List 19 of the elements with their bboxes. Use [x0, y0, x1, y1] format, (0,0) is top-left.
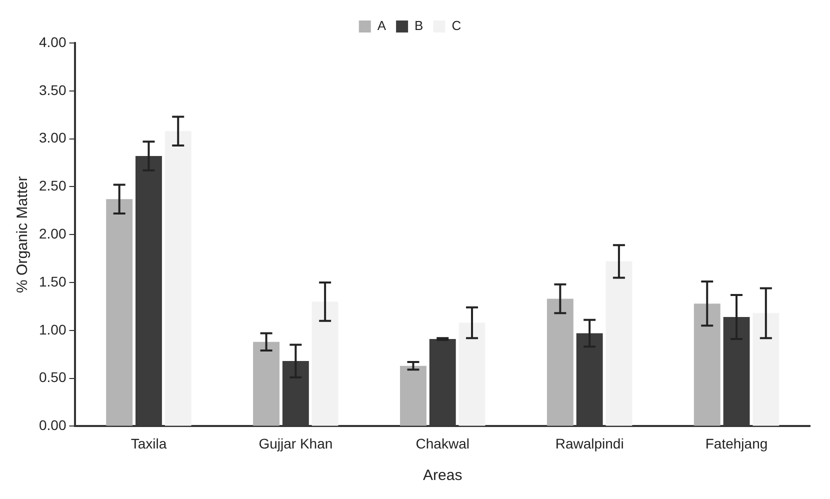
x-tick-label: Gujjar Khan — [258, 435, 333, 452]
y-tick-label: 2.50 — [39, 178, 66, 194]
x-tick-label: Rawalpindi — [555, 435, 624, 452]
y-tick-label: 2.00 — [39, 225, 66, 242]
x-tick-label: Chakwal — [416, 435, 470, 452]
y-tick-label: 1.00 — [39, 321, 66, 338]
x-axis-title: Areas — [423, 467, 462, 484]
y-tick-label: 0.00 — [39, 417, 66, 434]
y-tick-label: 3.50 — [39, 82, 66, 98]
y-axis-title: % Organic Matter — [14, 176, 32, 293]
x-tick-label: Fatehjang — [705, 435, 768, 452]
y-tick-label: 3.00 — [39, 130, 66, 146]
x-tick-label: Taxila — [130, 435, 167, 452]
legend-label: C — [452, 18, 462, 34]
y-tick-label: 1.50 — [39, 273, 66, 290]
legend-label: B — [414, 18, 424, 34]
y-tick-label: 4.00 — [39, 34, 66, 50]
legend-label: A — [377, 18, 386, 34]
y-tick-label: 0.50 — [39, 369, 66, 386]
